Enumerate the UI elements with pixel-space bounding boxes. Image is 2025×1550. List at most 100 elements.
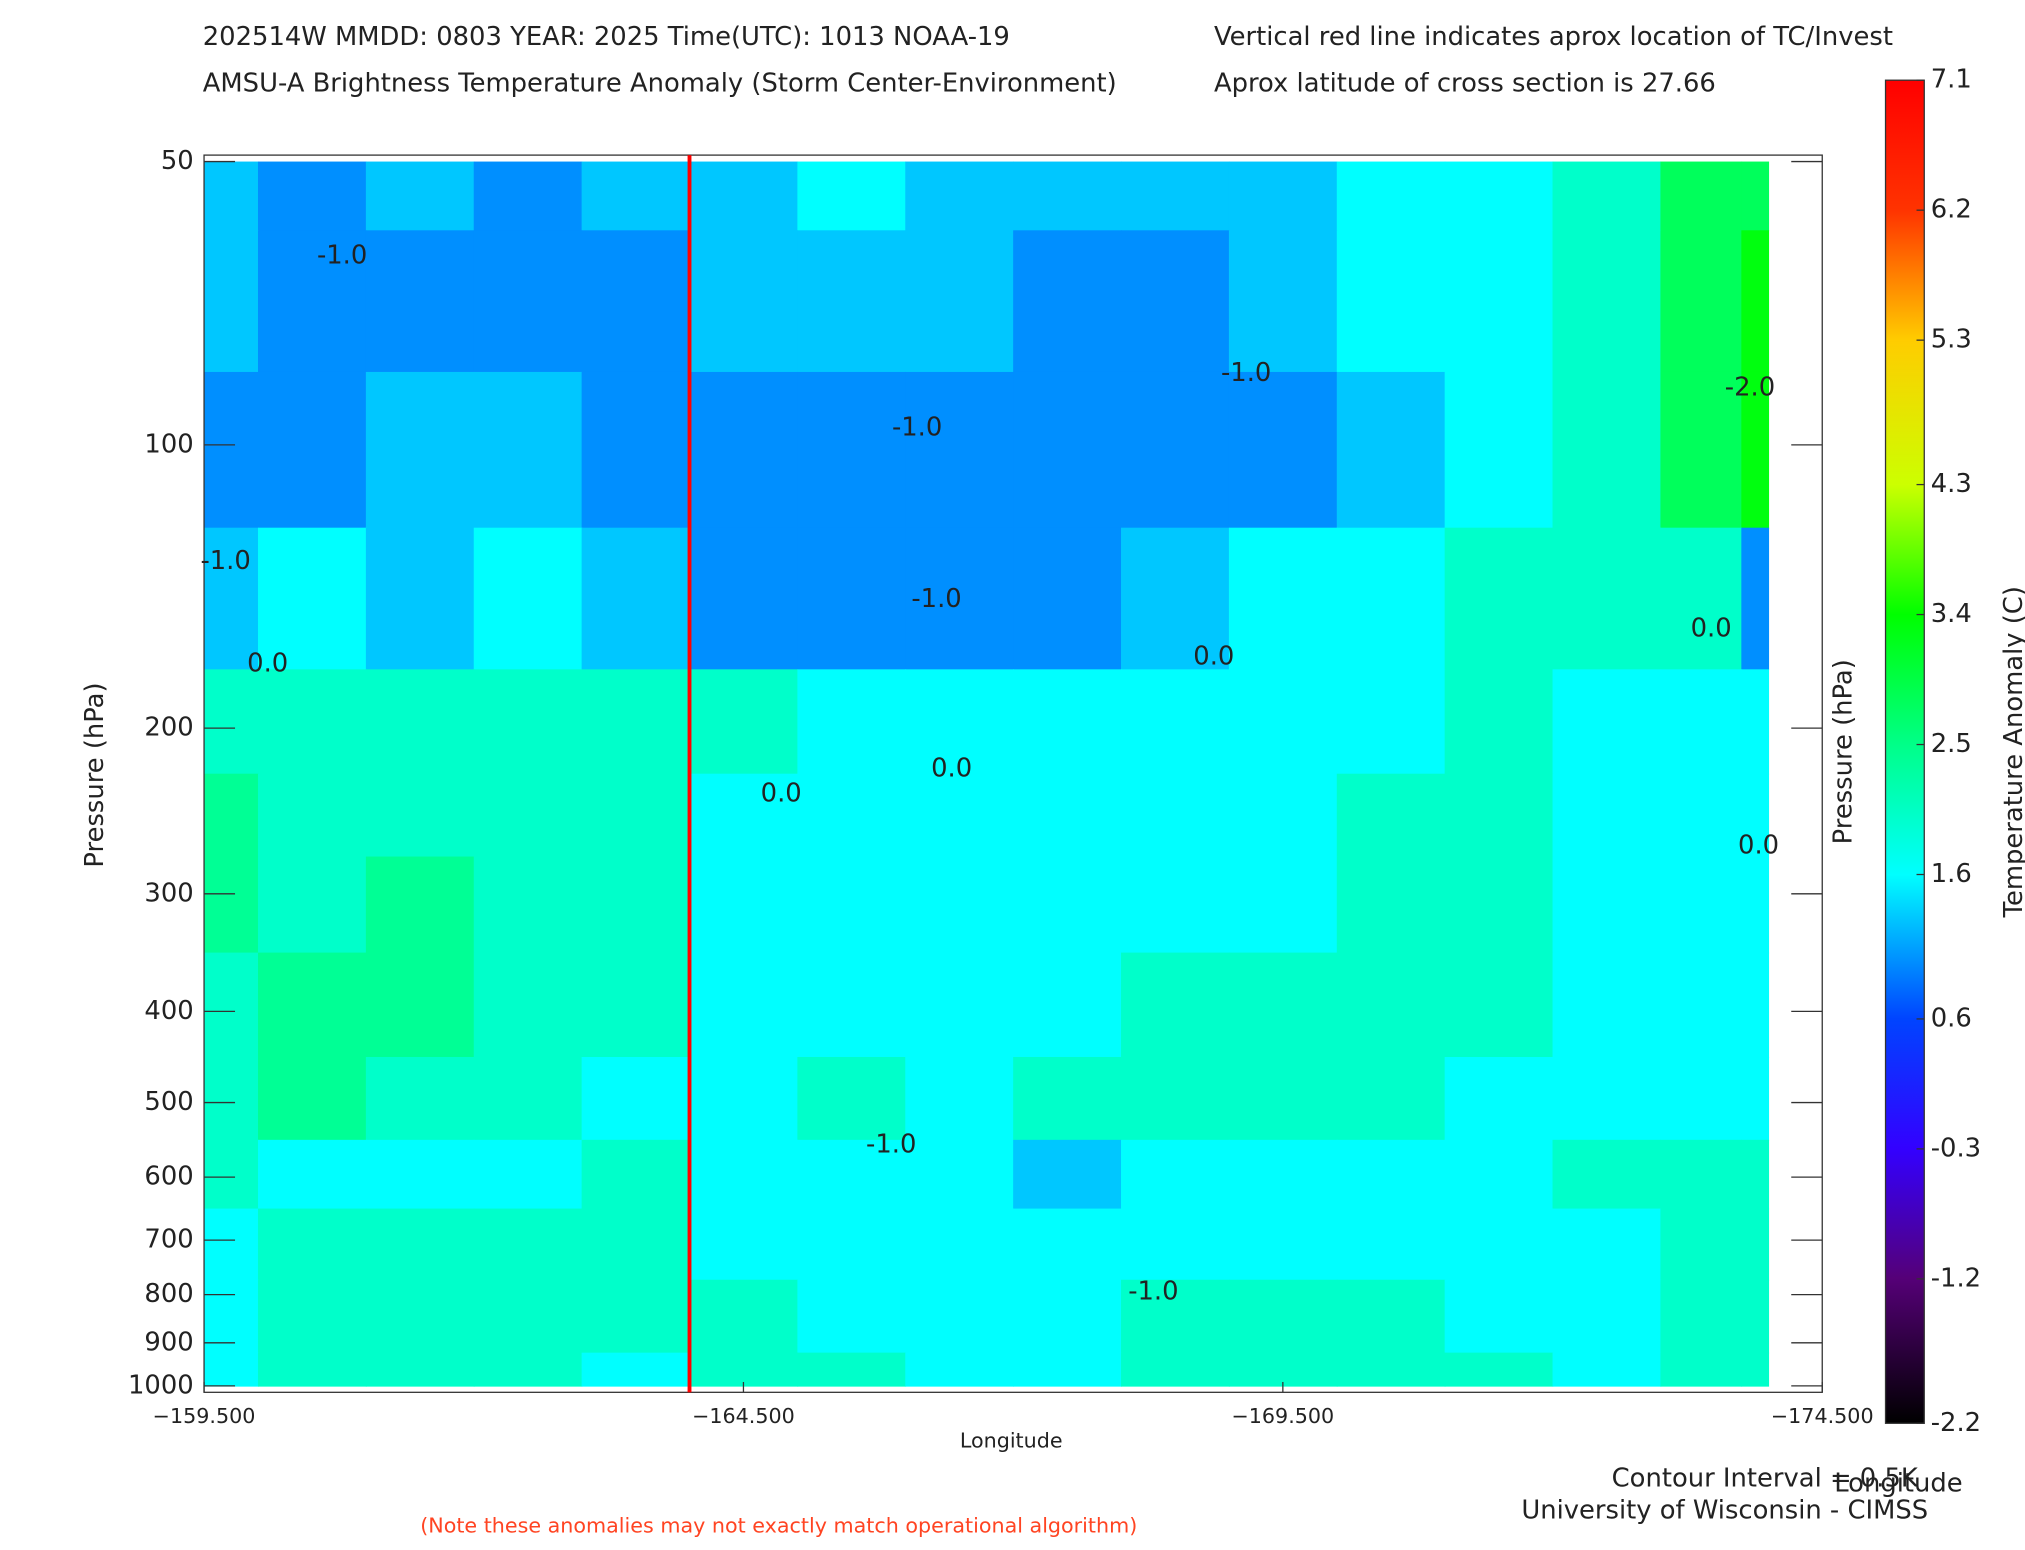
cell xyxy=(689,773,799,858)
colorbar-tick-label: 6.2 xyxy=(1931,195,1972,225)
cell xyxy=(905,773,1014,858)
cell xyxy=(1228,1208,1338,1281)
cell xyxy=(1552,1139,1662,1210)
cell xyxy=(1336,371,1446,529)
cell xyxy=(1660,1056,1743,1141)
cell xyxy=(1013,773,1122,858)
cell xyxy=(797,773,907,858)
cell xyxy=(365,773,475,858)
contour-label: -1.0 xyxy=(1128,1277,1178,1307)
cell xyxy=(797,856,907,954)
cell xyxy=(1741,161,1770,232)
cell xyxy=(797,952,907,1058)
cell xyxy=(581,371,691,529)
cell xyxy=(204,952,259,1058)
y-tick-label: 500 xyxy=(144,1087,193,1117)
cell xyxy=(1121,773,1230,858)
cell xyxy=(1336,773,1446,858)
credit: University of Wisconsin - CIMSS xyxy=(1521,1496,1928,1526)
cell xyxy=(365,1352,475,1387)
cell xyxy=(1121,1139,1230,1210)
cell xyxy=(1741,1279,1770,1354)
cell xyxy=(365,856,475,954)
cell xyxy=(473,527,583,671)
cell xyxy=(365,527,475,671)
cell xyxy=(905,161,1014,232)
cell xyxy=(257,1139,367,1210)
cell xyxy=(365,161,475,232)
cell xyxy=(1336,952,1446,1058)
cell xyxy=(1013,952,1122,1058)
cell xyxy=(1444,1056,1554,1141)
contour-label: -1.0 xyxy=(911,584,961,614)
cell xyxy=(797,1139,907,1210)
cell xyxy=(1121,952,1230,1058)
contour-label: -1.0 xyxy=(317,241,367,271)
cell xyxy=(1660,527,1743,671)
title: 202514W MMDD: 0803 YEAR: 2025 Time(UTC):… xyxy=(203,22,1010,52)
cell xyxy=(1121,161,1230,232)
cell xyxy=(365,371,475,529)
colorbar-tick-label: 2.5 xyxy=(1931,729,1972,759)
colorbar-tick-label: 7.1 xyxy=(1931,65,1972,95)
x-tick-label: −164.500 xyxy=(692,1404,795,1428)
cell xyxy=(1660,1352,1743,1387)
cell xyxy=(1444,371,1554,529)
y-axis-label: Pressure (hPa) xyxy=(80,682,110,867)
cell xyxy=(689,1208,799,1281)
cell xyxy=(1660,1208,1743,1281)
cell xyxy=(689,1352,799,1387)
cell xyxy=(1121,669,1230,775)
cell xyxy=(204,371,259,529)
cell xyxy=(204,1208,259,1281)
cell xyxy=(1741,230,1770,373)
cell xyxy=(1552,1056,1662,1141)
cell xyxy=(1336,1352,1446,1387)
y-tick-label: 1000 xyxy=(128,1370,194,1400)
cell xyxy=(689,371,799,529)
cell xyxy=(905,1279,1014,1354)
cell xyxy=(1336,1279,1446,1354)
y-tick-label: 400 xyxy=(144,996,193,1026)
cell xyxy=(581,1279,691,1354)
cell xyxy=(1228,1056,1338,1141)
cell xyxy=(905,371,1014,529)
cell xyxy=(1121,1279,1230,1354)
cell xyxy=(1228,1352,1338,1387)
cell xyxy=(204,669,259,775)
cell xyxy=(581,773,691,858)
cell xyxy=(257,856,367,954)
cell xyxy=(689,669,799,775)
colorbar-tick-label: 0.6 xyxy=(1931,1003,1972,1033)
cell xyxy=(1552,161,1662,232)
y-tick-label: 800 xyxy=(144,1279,193,1309)
cell xyxy=(1552,527,1662,671)
cell xyxy=(905,1056,1014,1141)
cell xyxy=(1741,1208,1770,1281)
cell xyxy=(473,773,583,858)
cell xyxy=(1552,230,1662,373)
cell xyxy=(1552,952,1662,1058)
cell xyxy=(797,230,907,373)
contour-label: 0.0 xyxy=(247,649,288,679)
x-axis-label: Longitude xyxy=(960,1428,1063,1452)
cell xyxy=(257,669,367,775)
cell xyxy=(1660,230,1743,373)
cell xyxy=(1660,1139,1743,1210)
cell xyxy=(1660,773,1743,858)
cell xyxy=(204,773,259,858)
cell xyxy=(1552,371,1662,529)
cell xyxy=(1552,1279,1662,1354)
cell xyxy=(905,669,1014,775)
cell xyxy=(1336,1208,1446,1281)
subtitle: AMSU-A Brightness Temperature Anomaly (S… xyxy=(203,69,1117,99)
colorbar-label: Temperature Anomaly (C) xyxy=(1999,586,2025,918)
cell xyxy=(905,952,1014,1058)
y-tick-label: 100 xyxy=(144,429,193,459)
cell xyxy=(1336,1139,1446,1210)
colorbar xyxy=(1884,79,1925,1424)
x-tick-label: −169.500 xyxy=(1231,1404,1334,1428)
cell xyxy=(1121,527,1230,671)
cell xyxy=(1228,527,1338,671)
